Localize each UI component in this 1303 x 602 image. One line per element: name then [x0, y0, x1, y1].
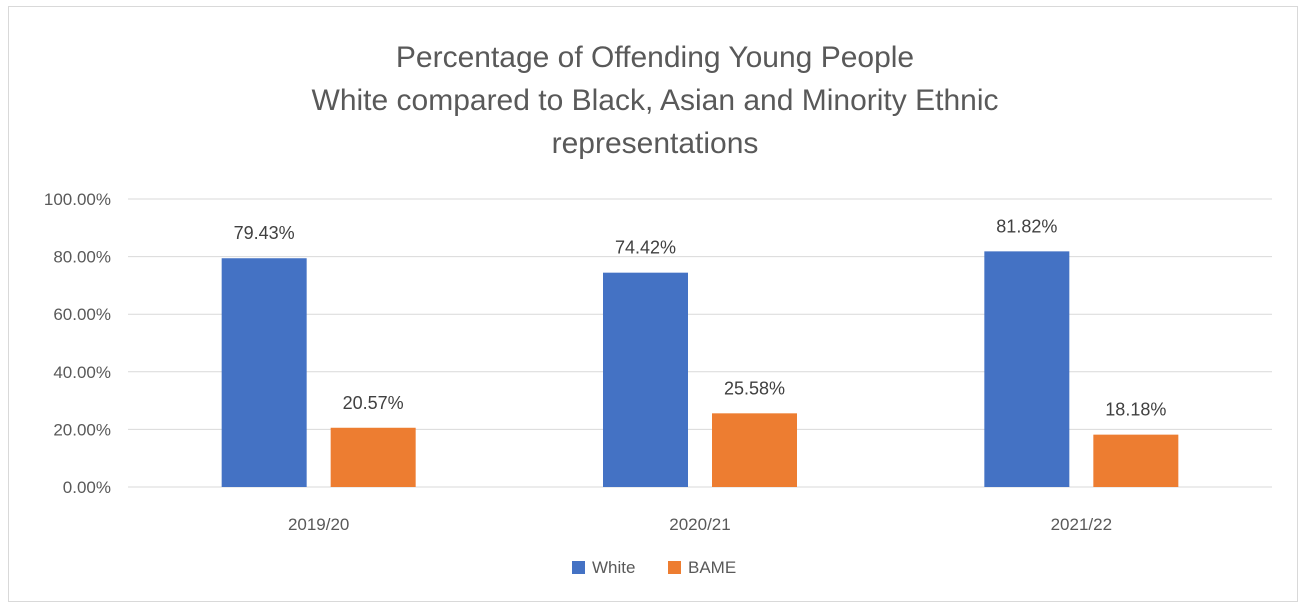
- bars: [221, 251, 1179, 487]
- data-label-white-0: 79.43%: [234, 223, 295, 243]
- y-tick-label: 40.00%: [53, 363, 111, 382]
- bar-bame-2: [1093, 434, 1179, 487]
- bar-white-0: [221, 258, 307, 487]
- chart-title-line-2: White compared to Black, Asian and Minor…: [312, 84, 999, 117]
- chart-frame: Percentage of Offending Young People Whi…: [8, 6, 1298, 602]
- data-label-white-2: 81.82%: [996, 216, 1057, 236]
- x-tick-label: 2020/21: [669, 515, 730, 534]
- bar-white-2: [984, 251, 1070, 487]
- y-tick-label: 0.00%: [63, 478, 111, 497]
- bar-white-1: [603, 272, 688, 487]
- y-tick-label: 80.00%: [53, 248, 111, 267]
- chart-title-line-3: representations: [552, 127, 759, 160]
- legend-swatch-bame: [668, 561, 681, 574]
- y-tick-label: 20.00%: [53, 420, 111, 439]
- chart-title-line-1: Percentage of Offending Young People: [396, 41, 914, 74]
- legend-label-bame: BAME: [688, 558, 736, 577]
- data-labels: 79.43% 20.57% 74.42% 25.58% 81.82% 18.18%: [234, 216, 1167, 419]
- bar-chart: Percentage of Offending Young People Whi…: [44, 41, 1272, 577]
- x-axis-tick-labels: 2019/20 2020/21 2021/22: [288, 515, 1112, 534]
- data-label-bame-0: 20.57%: [343, 393, 404, 413]
- data-label-white-1: 74.42%: [615, 238, 676, 258]
- y-axis-tick-labels: 0.00% 20.00% 40.00% 60.00% 80.00% 100.00%: [44, 190, 111, 497]
- legend-swatch-white: [572, 561, 585, 574]
- x-tick-label: 2021/22: [1051, 515, 1112, 534]
- legend: White BAME: [572, 558, 736, 577]
- data-label-bame-2: 18.18%: [1105, 400, 1166, 420]
- data-label-bame-1: 25.58%: [724, 378, 785, 398]
- x-tick-label: 2019/20: [288, 515, 349, 534]
- legend-label-white: White: [592, 558, 635, 577]
- bar-bame-0: [330, 427, 416, 487]
- chart-title: Percentage of Offending Young People Whi…: [312, 41, 999, 160]
- y-tick-label: 60.00%: [53, 305, 111, 324]
- gridlines: [128, 198, 1272, 488]
- bar-bame-1: [712, 413, 797, 487]
- y-tick-label: 100.00%: [44, 190, 111, 209]
